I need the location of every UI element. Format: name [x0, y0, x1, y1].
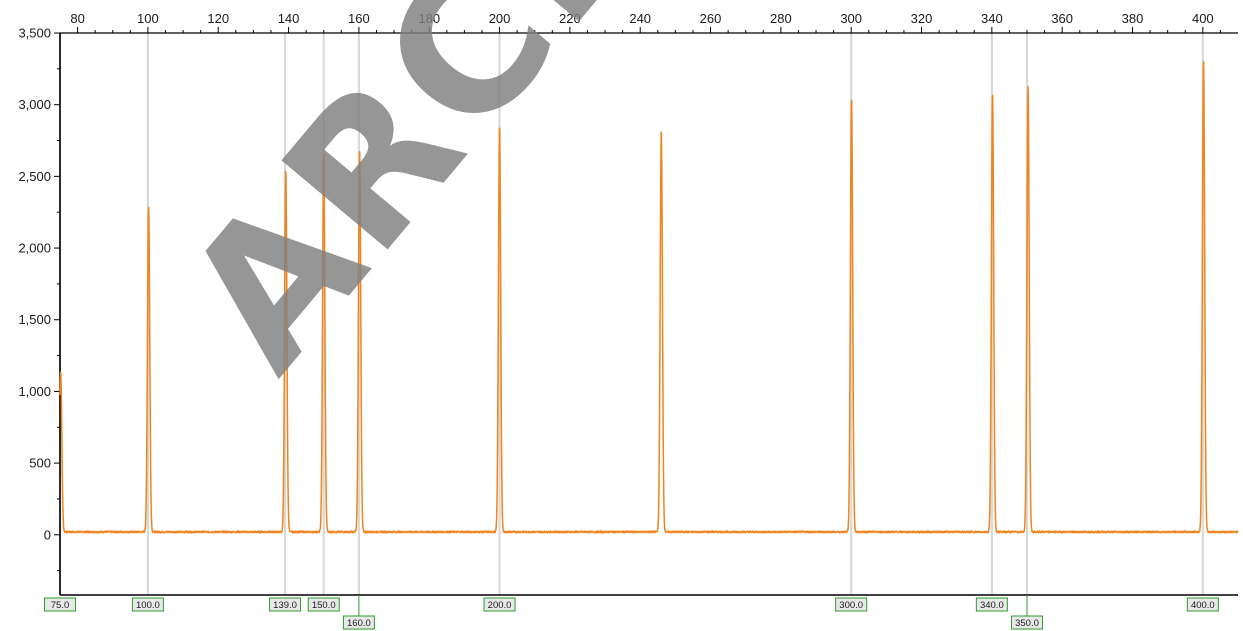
x-axis-top: 80 100 120 140 160 180 200 220 240 260 280 300 320 34…	[70, 11, 1221, 33]
x-tick-label: 260	[700, 11, 722, 26]
plot-frame	[59, 32, 1238, 596]
x-tick-label: 340	[981, 11, 1003, 26]
peak-point	[991, 96, 994, 99]
size-marker-box	[1011, 615, 1044, 630]
size-marker-box	[307, 597, 340, 612]
size-marker-label: 150.0	[312, 600, 336, 611]
x-tick-label: 200	[489, 11, 511, 26]
size-marker-box	[342, 615, 375, 630]
size-marker-box	[1186, 597, 1219, 612]
x-tick-label: 360	[1051, 11, 1073, 26]
size-marker-label: 200.0	[488, 600, 512, 611]
size-marker-label: 350.0	[1015, 618, 1039, 629]
peak-point	[322, 155, 325, 158]
y-tick-label: 1,000	[18, 384, 51, 399]
peak-point	[284, 172, 287, 175]
size-marker-label: 300.0	[839, 600, 863, 611]
peak-point	[660, 133, 663, 136]
x-tick-label: 220	[559, 11, 581, 26]
y-tick-label: 0	[44, 527, 51, 542]
peak-point	[850, 99, 853, 102]
y-tick-label: 500	[29, 456, 51, 471]
size-marker-box	[269, 597, 302, 612]
y-tick-label: 3,000	[18, 97, 51, 112]
size-marker-box	[483, 597, 516, 612]
size-marker-label: 160.0	[347, 618, 371, 629]
peak-point	[1202, 62, 1205, 65]
peak-point	[147, 208, 150, 211]
peak-point	[358, 152, 361, 155]
y-tick-label: 3,500	[18, 26, 51, 41]
y-axis-left: 0 500 1,000 1,500 2,000 2,500 3,000 3,500	[18, 26, 60, 572]
x-tick-label: 140	[278, 11, 300, 26]
x-tick-label: 300	[840, 11, 862, 26]
x-tick-label: 160	[348, 11, 370, 26]
x-tick-label: 320	[911, 11, 933, 26]
size-marker-box	[44, 597, 76, 612]
y-tick-label: 1,500	[18, 312, 51, 327]
size-marker-label: 340.0	[980, 600, 1004, 611]
peak-point	[59, 373, 62, 376]
x-tick-label: 80	[70, 11, 84, 26]
watermark-text: ARCH	[143, 0, 708, 409]
size-marker-label: 400.0	[1191, 600, 1215, 611]
size-marker-box	[975, 597, 1008, 612]
y-tick-label: 2,500	[18, 169, 51, 184]
size-marker-labels[interactable]: 75.0 100.0 139.0 150.0 160.0 200.0 300.0 340.0 3…	[44, 595, 1219, 630]
trace-line	[59, 61, 1239, 534]
x-tick-label: 100	[137, 11, 159, 26]
size-marker-box	[131, 597, 164, 612]
trace-series	[59, 61, 1239, 534]
peak-point	[1027, 88, 1029, 90]
peak-point	[498, 129, 501, 132]
x-tick-label: 380	[1122, 11, 1144, 26]
size-marker-label: 100.0	[136, 600, 160, 611]
x-tick-label: 240	[629, 11, 651, 26]
x-tick-label: 120	[207, 11, 229, 26]
y-tick-label: 2,000	[18, 241, 51, 256]
size-marker-label: 75.0	[51, 600, 70, 611]
x-tick-label: 180	[418, 11, 440, 26]
size-marker-label: 139.0	[273, 600, 297, 611]
size-marker-box	[835, 597, 868, 612]
x-tick-label: 400	[1192, 11, 1214, 26]
x-tick-label: 280	[770, 11, 792, 26]
